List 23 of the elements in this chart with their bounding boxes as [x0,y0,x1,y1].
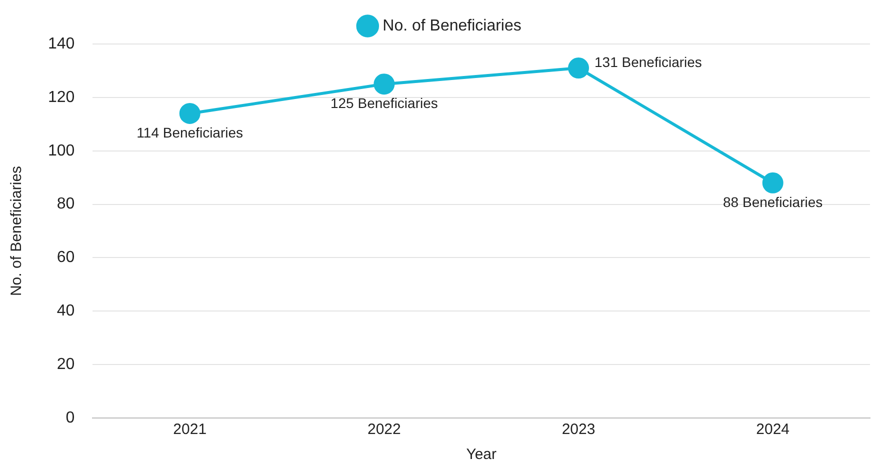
y-tick-label: 80 [56,196,75,213]
data-label: 114 Beneficiaries [136,124,244,140]
y-tick-label: 120 [48,88,75,106]
y-tick-label: 100 [48,142,75,160]
point [179,102,200,124]
y-axis-title: No. of Beneficiaries [8,166,26,296]
data-label: 125 Beneficiaries [330,94,438,111]
data-label: 88 Beneficiaries [723,194,823,210]
y-tick-label: 140 [48,35,75,52]
y-tick-label: 40 [56,302,75,320]
x-tick-label: 2022 [367,421,401,438]
point [374,74,395,95]
x-tick-label: 2021 [173,421,207,438]
y-tick-label: 20 [56,356,75,373]
y-tick-label: 60 [56,249,75,266]
x-tick-label: 2023 [562,421,596,438]
data-label: 131 Beneficiaries [594,54,702,70]
y-tick-label: 0 [66,409,75,426]
x-tick-label: 2024 [756,421,790,438]
legend-label: No. of Beneficiaries [382,17,522,34]
point [568,58,590,79]
x-axis-title: Year [466,446,497,464]
point [762,172,784,194]
